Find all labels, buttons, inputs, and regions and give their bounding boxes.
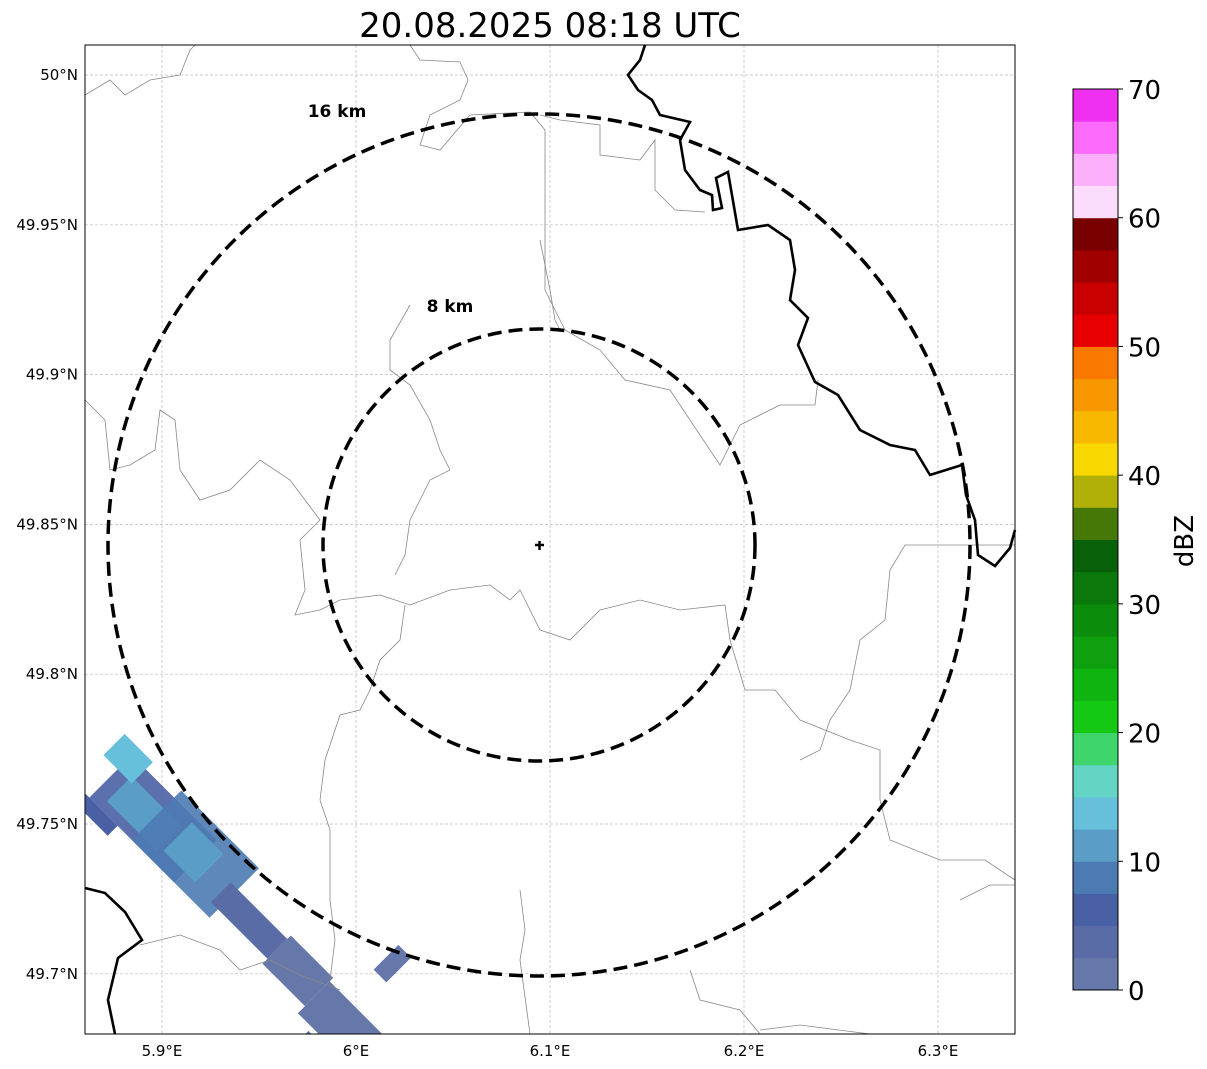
colorbar-bin [1073, 796, 1118, 830]
colorbar-bin [1073, 764, 1118, 798]
colorbar-tick-label: 70 [1128, 76, 1161, 106]
colorbar-bin [1073, 153, 1118, 187]
colorbar-tick-label: 0 [1128, 977, 1145, 1007]
lat-tick-label: 49.7°N [26, 965, 78, 983]
axis-labels: 5.9°E 6°E 6.1°E 6.2°E 6.3°E 50°N 49.95°N 49.9°N… [16, 66, 958, 1060]
echo-cell [262, 935, 334, 1007]
colorbar-bin [1073, 829, 1118, 862]
colorbar-bin [1073, 668, 1118, 701]
echo-cell [85, 783, 118, 836]
colorbar-label: dBZ [1170, 515, 1200, 567]
map-frame [84, 44, 1016, 1035]
colorbar-tick-label: 30 [1128, 591, 1161, 621]
range-rings: 8 km 16 km [106, 102, 972, 978]
colorbar-bin [1073, 410, 1118, 444]
lat-tick-label: 50°N [40, 66, 78, 84]
colorbar-bin [1073, 378, 1118, 412]
lat-tick-label: 49.8°N [26, 665, 78, 683]
colorbar-bin [1073, 185, 1118, 219]
lat-tick-label: 49.85°N [16, 515, 78, 533]
echo-cell [373, 944, 412, 983]
colorbar-bin [1073, 539, 1118, 573]
colorbar-bin [1073, 700, 1118, 734]
map-panel: 8 km 16 km [84, 44, 1017, 1035]
lon-tick-label: 6.2°E [724, 1042, 765, 1060]
lat-tick-label: 49.95°N [16, 216, 78, 234]
radar-site-marker-icon [535, 541, 544, 550]
lat-tick-label: 49.9°N [26, 366, 78, 384]
colorbar-bin [1073, 121, 1118, 154]
lon-tick-label: 5.9°E [142, 1042, 183, 1060]
colorbar-bin [1073, 314, 1118, 347]
colorbar-tick-label: 40 [1128, 462, 1161, 492]
lon-tick-label: 6.3°E [918, 1042, 959, 1060]
colorbar-bin [1073, 346, 1118, 380]
colorbar-bin [1073, 893, 1118, 927]
colorbar-bin [1073, 282, 1118, 315]
lon-tick-label: 6°E [343, 1042, 370, 1060]
colorbar-bin [1073, 861, 1118, 894]
lon-tick-label: 6.1°E [530, 1042, 571, 1060]
echo-cell [210, 882, 288, 959]
colorbar-tick-label: 50 [1128, 333, 1161, 363]
colorbar: 0 10 20 30 40 50 60 70 [1072, 76, 1161, 1007]
echo-cell [297, 981, 394, 1034]
lat-tick-label: 49.75°N [16, 815, 78, 833]
colorbar-bin [1073, 732, 1118, 766]
echo-cell [103, 733, 153, 784]
colorbar-bin [1073, 636, 1118, 669]
colorbar-bin [1073, 89, 1118, 122]
colorbar-bin [1073, 475, 1118, 508]
colorbar-bin [1073, 249, 1118, 283]
colorbar-tick-label: 20 [1128, 720, 1161, 750]
range-ring-16km [106, 112, 972, 978]
colorbar-bin [1073, 925, 1118, 959]
gridlines [85, 45, 1015, 1034]
colorbar-tick-label: 10 [1128, 848, 1161, 878]
figure-title: 20.08.2025 08:18 UTC [359, 6, 741, 46]
colorbar-bin [1073, 571, 1118, 605]
colorbar-bin [1073, 507, 1118, 540]
radar-echoes [85, 733, 412, 1034]
colorbar-tick-label: 60 [1128, 205, 1161, 235]
colorbar-bin [1073, 957, 1118, 991]
colorbar-frame [1072, 88, 1119, 991]
range-label-16km: 16 km [308, 102, 367, 122]
range-ring-8km [321, 327, 757, 763]
echo-cell [163, 822, 224, 883]
colorbar-bin [1073, 442, 1118, 476]
range-label-8km: 8 km [427, 297, 474, 317]
colorbar-bin [1073, 217, 1118, 251]
colorbar-bin [1073, 603, 1118, 637]
